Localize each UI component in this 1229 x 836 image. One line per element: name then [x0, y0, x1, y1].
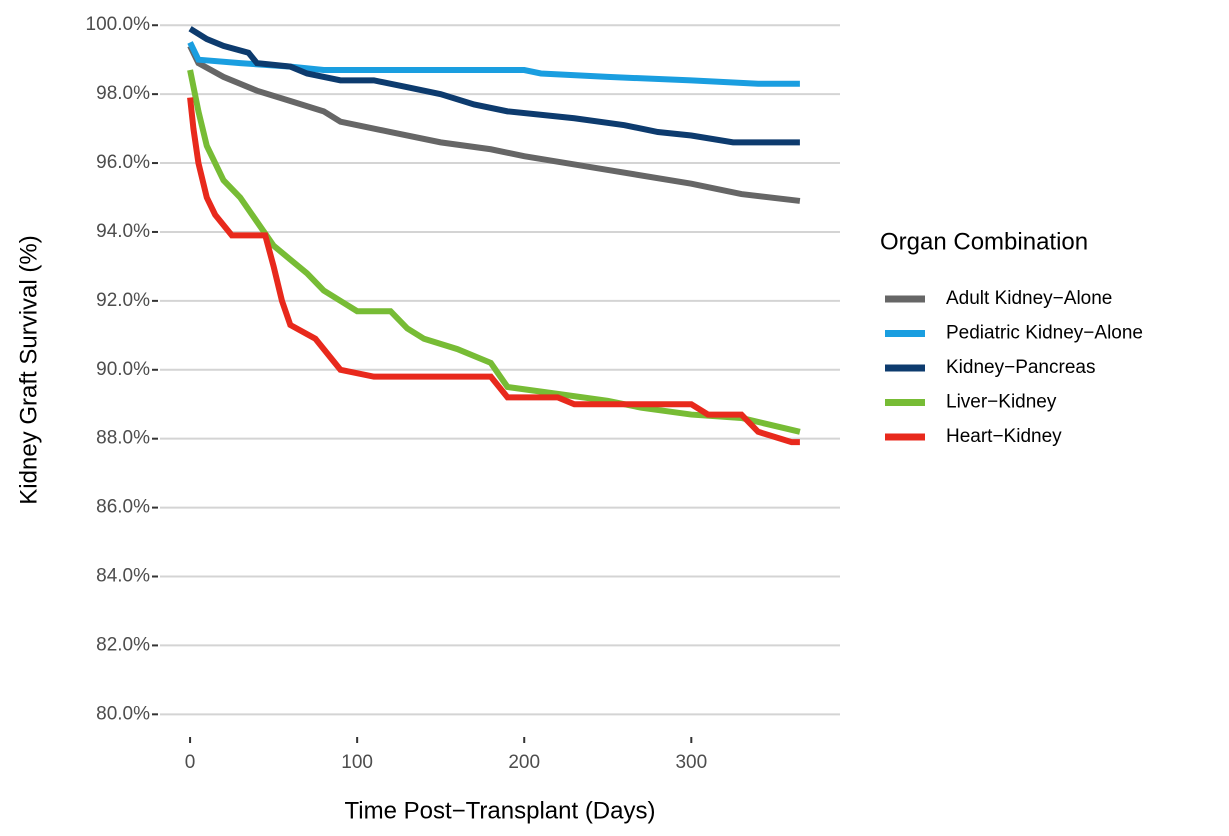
y-tick-label: 82.0%: [96, 634, 150, 655]
legend-label: Pediatric Kidney−Alone: [946, 323, 1143, 344]
legend-label: Heart−Kidney: [946, 426, 1062, 447]
y-tick-label: 88.0%: [96, 428, 150, 449]
legend-label: Adult Kidney−Alone: [946, 288, 1112, 309]
x-axis-title: Time Post−Transplant (Days): [345, 797, 656, 824]
survival-line: [187, 44, 801, 204]
x-tick-label: 200: [508, 752, 540, 773]
x-tick-label: 300: [675, 752, 707, 773]
legend-label: Liver−Kidney: [946, 392, 1057, 413]
y-tick-label: 80.0%: [96, 703, 150, 724]
y-tick-label: 86.0%: [96, 497, 150, 518]
x-tick-label: 100: [341, 752, 373, 773]
survival-line: [188, 26, 800, 146]
legend-title: Organ Combination: [880, 228, 1088, 255]
x-tick-label: 0: [185, 752, 196, 773]
y-axis-title: Kidney Graft Survival (%): [15, 235, 42, 504]
survival-line: [187, 97, 800, 446]
y-tick-label: 92.0%: [96, 290, 150, 311]
y-tick-label: 94.0%: [96, 221, 150, 242]
y-tick-label: 96.0%: [96, 152, 150, 173]
y-tick-label: 90.0%: [96, 359, 150, 380]
legend-label: Kidney−Pancreas: [946, 357, 1095, 378]
y-tick-label: 98.0%: [96, 83, 150, 104]
y-tick-label: 100.0%: [86, 14, 151, 35]
y-tick-label: 84.0%: [96, 566, 150, 587]
survival-line: [187, 41, 800, 87]
